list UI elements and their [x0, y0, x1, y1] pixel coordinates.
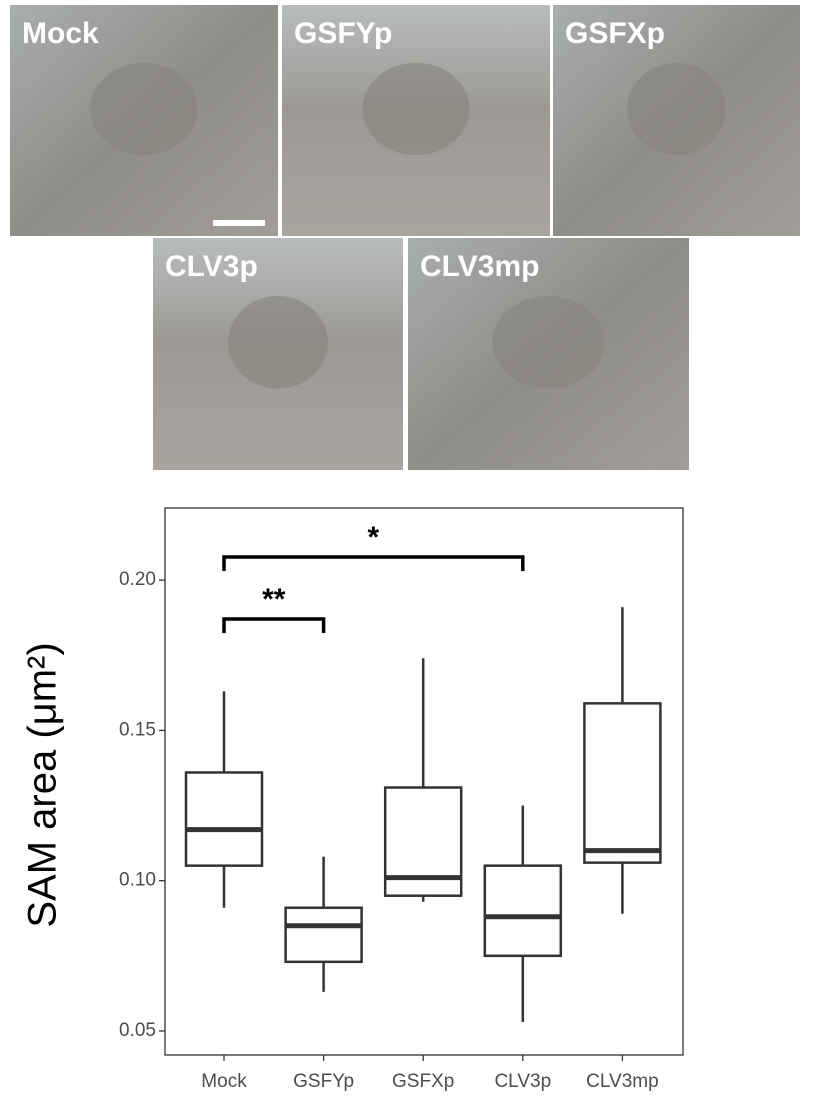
- significance-label: *: [368, 521, 380, 554]
- significance-bracket: [224, 619, 324, 633]
- y-tick-label: 0.10: [119, 870, 156, 891]
- page: {"panels": ["Mock", "GSFYp", "GSFXp", "C…: [0, 0, 813, 1097]
- box: [186, 772, 262, 865]
- y-axis-label: SAM area (μm²): [21, 642, 65, 927]
- panel-label: Mock: [22, 17, 99, 50]
- box: [584, 703, 660, 862]
- x-tick-label: CLV3p: [494, 1071, 551, 1092]
- x-tick-label: Mock: [201, 1071, 247, 1092]
- y-tick-label: 0.15: [119, 719, 156, 740]
- box: [286, 908, 362, 962]
- significance-bracket: [224, 557, 523, 571]
- meristem: [228, 296, 328, 389]
- y-tick-label: 0.05: [119, 1020, 156, 1041]
- x-tick-label: GSFYp: [293, 1071, 354, 1092]
- box: [485, 866, 561, 956]
- meristem: [627, 63, 726, 155]
- panel-label: CLV3p: [165, 250, 258, 283]
- figure: Mock GSFYp GSFXp CLV3p CLV3mp SAM area (μm²)…: [0, 0, 813, 1097]
- panel-label: GSFXp: [565, 17, 665, 50]
- x-tick-label: GSFXp: [392, 1071, 454, 1092]
- panel-label: GSFYp: [294, 17, 392, 50]
- x-tick-label: CLV3mp: [586, 1071, 659, 1092]
- significance-label: **: [262, 583, 286, 616]
- meristem: [492, 296, 604, 389]
- panel-label: CLV3mp: [420, 250, 539, 283]
- meristem: [362, 63, 469, 155]
- micrograph-panels: Mock GSFYp GSFXp CLV3p CLV3mp: [10, 5, 800, 470]
- scale-bar: [213, 220, 265, 226]
- y-tick-label: 0.20: [119, 569, 156, 590]
- meristem: [90, 63, 197, 155]
